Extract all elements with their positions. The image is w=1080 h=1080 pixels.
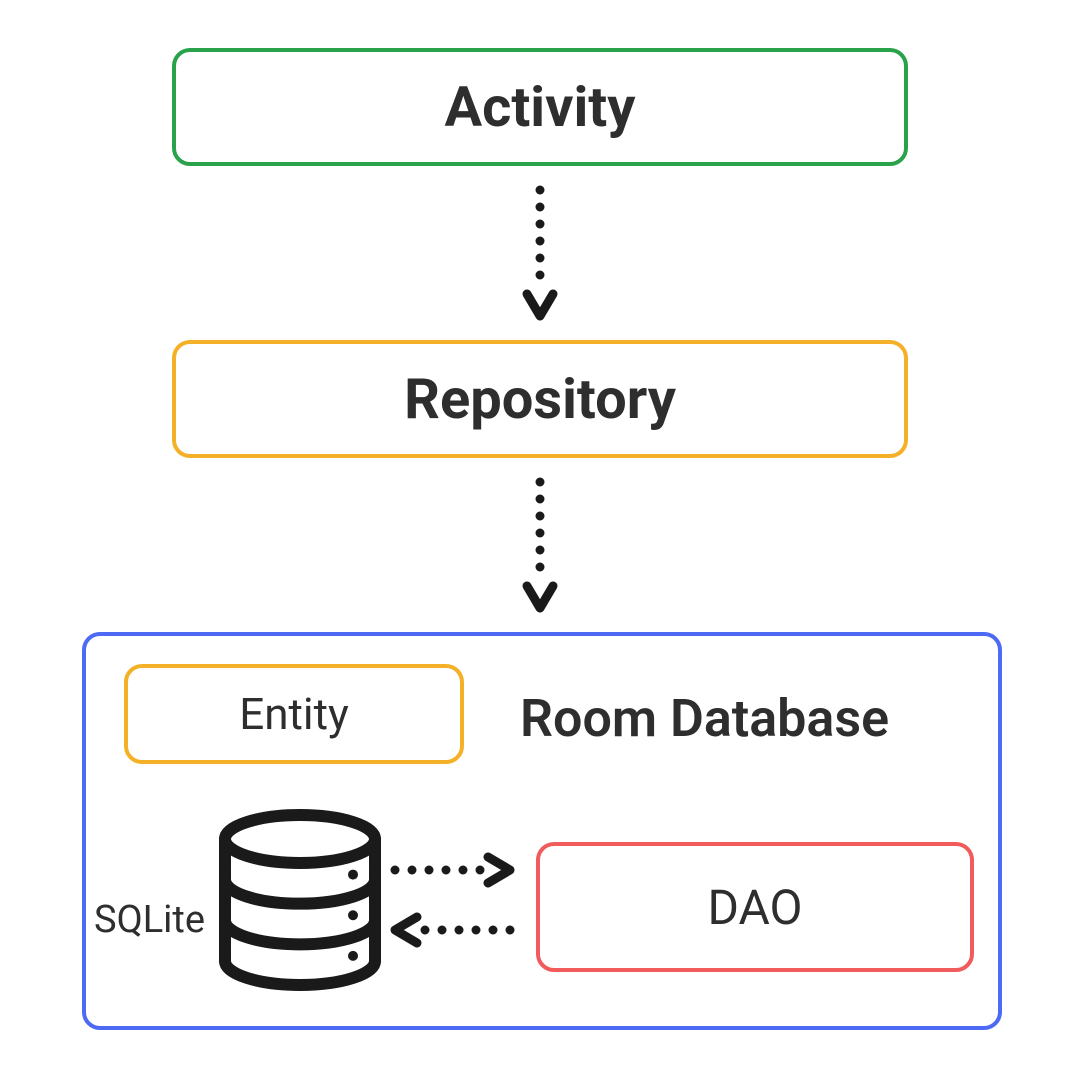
repository-label: Repository bbox=[404, 366, 676, 432]
dao-box: DAO bbox=[536, 842, 974, 972]
entity-label: Entity bbox=[239, 688, 349, 740]
entity-box: Entity bbox=[124, 664, 464, 764]
repository-box: Repository bbox=[172, 340, 908, 458]
room-database-label: Room Database bbox=[520, 688, 889, 749]
activity-box: Activity bbox=[172, 48, 908, 166]
dao-label: DAO bbox=[707, 879, 802, 936]
sqlite-label: SQLite bbox=[94, 898, 205, 942]
activity-label: Activity bbox=[445, 74, 636, 140]
